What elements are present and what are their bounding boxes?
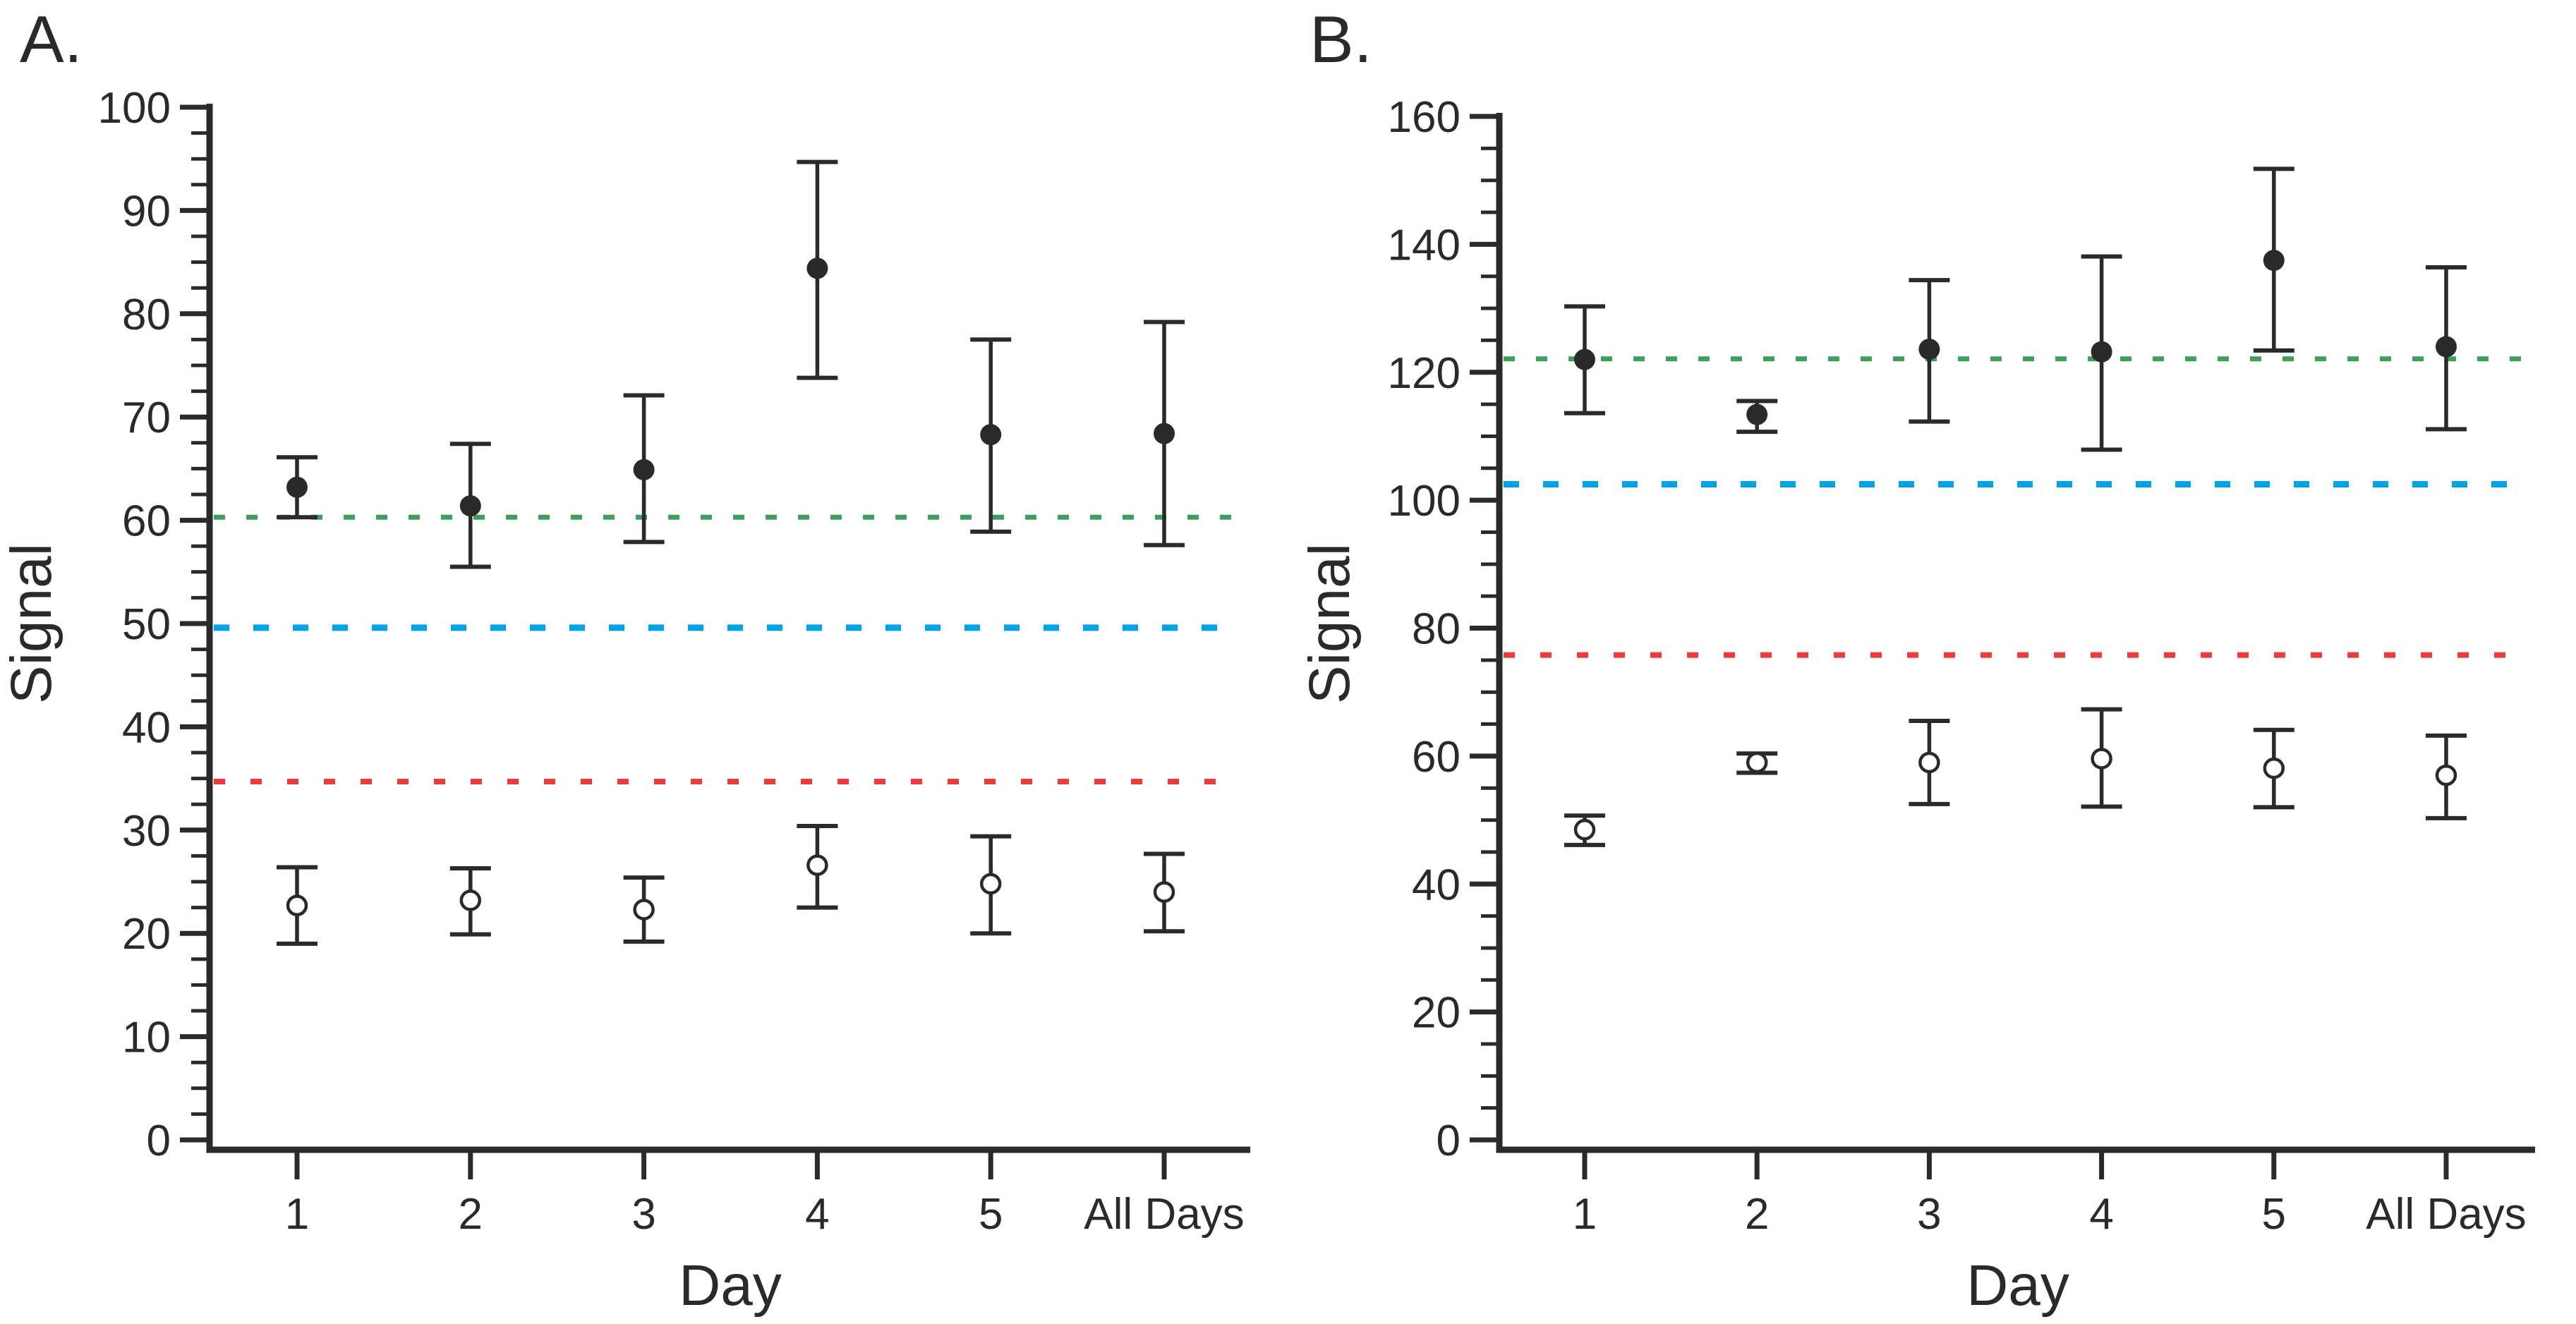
series-open-circles (1564, 707, 2467, 847)
y-tick-label: 120 (1388, 349, 1461, 398)
y-tick-label: 80 (122, 291, 171, 339)
y-tick-label: 60 (122, 497, 171, 546)
y-tick-label: 50 (122, 600, 171, 649)
data-point-closed (633, 458, 655, 480)
y-tick-label: 10 (122, 1014, 171, 1062)
x-tick-label: 5 (2262, 1190, 2286, 1239)
data-point-open (1918, 751, 1940, 774)
data-point-closed (2091, 341, 2112, 363)
data-point-closed (980, 424, 1002, 446)
data-point-closed (286, 476, 308, 498)
y-tick-label: 160 (1388, 93, 1461, 142)
data-point-open (459, 889, 482, 911)
data-point-open (286, 894, 308, 916)
x-tick-label: All Days (2366, 1190, 2526, 1239)
x-tick-label: 1 (285, 1190, 309, 1239)
y-tick-label: 0 (147, 1117, 171, 1165)
data-point-closed (2436, 336, 2457, 358)
series-open-circles (277, 823, 1185, 946)
panel-b: B. 0 20 40 60 80 100 120 140 160 1 2 3 4 5 All Days Sign… (1298, 2, 2535, 1318)
y-axis-title: Signal (0, 543, 64, 704)
data-point-open (979, 873, 1002, 895)
y-tick-label: 90 (122, 187, 171, 236)
panel-a: A. 0 10 20 30 40 50 60 70 80 90 100 1 2 3 4 5 All Days Sig… (0, 2, 1250, 1318)
y-tick-label: 60 (1412, 733, 1461, 782)
x-axis-title: Day (679, 1253, 782, 1318)
y-tick-label: 70 (122, 394, 171, 442)
x-tick-label: 4 (805, 1190, 829, 1239)
data-point-open (633, 899, 655, 921)
x-tick-label: 4 (2089, 1190, 2113, 1239)
y-tick-label: 0 (1437, 1117, 1461, 1165)
y-tick-label: 40 (122, 703, 171, 752)
data-point-closed (1154, 423, 1175, 444)
y-tick-label: 20 (1412, 989, 1461, 1038)
data-point-closed (1918, 339, 1940, 360)
x-tick-label: 3 (1917, 1190, 1941, 1239)
x-tick-label: 2 (1745, 1190, 1769, 1239)
y-tick-label: 100 (1388, 477, 1461, 526)
data-point-open (2091, 748, 2112, 770)
x-tick-label: 1 (1573, 1190, 1597, 1239)
y-tick-label: 30 (122, 807, 171, 856)
y-tick-label: 100 (98, 84, 171, 133)
series-filled-circles (1564, 166, 2467, 452)
y-tick-label: 140 (1388, 221, 1461, 269)
data-point-open (806, 854, 828, 876)
data-point-closed (1746, 403, 1768, 425)
data-point-closed (1574, 348, 1595, 370)
data-point-open (1573, 818, 1596, 841)
x-tick-label: All Days (1084, 1190, 1244, 1239)
data-point-open (2435, 764, 2457, 786)
data-point-open (1746, 751, 1768, 774)
panel-letter: B. (1310, 2, 1372, 76)
series-filled-circles (277, 159, 1185, 569)
data-point-closed (2263, 250, 2285, 272)
data-point-open (2263, 757, 2285, 779)
y-tick-label: 20 (122, 910, 171, 959)
data-point-closed (459, 495, 481, 517)
y-axis-title: Signal (1298, 543, 1362, 704)
panel-letter: A. (20, 2, 83, 76)
x-axis-title: Day (1966, 1253, 2069, 1318)
y-tick-label: 80 (1412, 605, 1461, 654)
data-point-closed (806, 257, 828, 279)
x-tick-label: 3 (631, 1190, 655, 1239)
data-point-open (1153, 881, 1175, 903)
x-tick-label: 2 (459, 1190, 483, 1239)
x-tick-label: 5 (979, 1190, 1003, 1239)
y-tick-label: 40 (1412, 861, 1461, 909)
